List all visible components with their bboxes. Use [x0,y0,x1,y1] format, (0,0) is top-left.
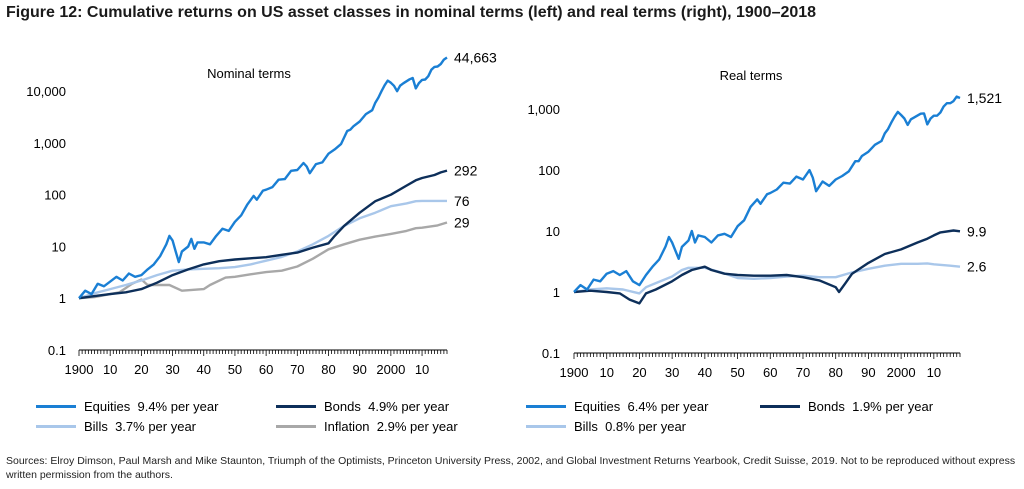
y-tick-label: 100 [44,188,66,203]
series-line-bonds [78,169,448,300]
legend-rate: 3.7% per year [115,419,197,434]
x-tick-label: 2000 [887,365,916,380]
x-tick-label: 10 [599,365,613,380]
x-tick-label: 50 [228,362,242,377]
y-tick-label: 10,000 [26,84,66,99]
legend-item-real-bills: Bills 0.8% per year [526,419,686,434]
end-value-label-bills: 76 [454,193,470,209]
x-tick-label: 70 [290,362,304,377]
x-tick-label: 90 [861,365,875,380]
end-value-label-bills: 2.6 [967,259,987,275]
x-tick-label: 30 [665,365,679,380]
y-tick-label: 1 [553,285,560,300]
legend-rate: 4.9% per year [368,399,450,414]
y-tick-label: 10 [52,239,66,254]
legend-label: Bills [84,419,108,434]
legend-swatch-real-equities [526,405,566,408]
end-value-label-inflation: 29 [454,215,470,231]
series-line-bills [78,199,447,300]
legend-item-real-equities: Equities 6.4% per year [526,399,708,414]
real-chart-panel: Real terms 0.1 1 10 100 1,000 1900 10 20 30 40 50 60… [527,68,1002,380]
legend-label: Bills [574,419,598,434]
x-tick-label: 80 [321,362,335,377]
y-tick-label: 100 [538,163,560,178]
legend-swatch-real-bonds [760,405,800,408]
x-tick-label: 40 [698,365,712,380]
series-line-bills [573,262,961,295]
legend-label: Equities [84,399,131,414]
legend-item-nominal-bonds: Bonds 4.9% per year [276,399,449,414]
legend-label: Bonds [324,399,361,414]
series-line-equities [78,56,448,299]
x-tick-label: 40 [197,362,211,377]
legend-label: Equities [574,399,621,414]
legend-rate: 2.9% per year [376,419,458,434]
y-tick-label: 10 [546,224,560,239]
x-tick-label: 1900 [65,362,94,377]
legend-rate: 1.9% per year [852,399,934,414]
nominal-chart-panel: Nominal terms 0.1 1 10 100 1,000 10,000 1900 10 2… [26,50,497,377]
series-line-equities [573,95,961,293]
x-tick-label: 80 [828,365,842,380]
legend-item-nominal-inflation: Inflation 2.9% per year [276,419,458,434]
legend-label: Bonds [808,399,845,414]
x-tick-label: 10 [415,362,429,377]
legend-item-nominal-bills: Bills 3.7% per year [36,419,196,434]
x-tick-label: 70 [796,365,810,380]
figure-title: Figure 12: Cumulative returns on US asse… [6,4,817,21]
legend-swatch-nominal-bonds [276,405,316,408]
panel-title: Real terms [720,68,783,83]
x-tick-label: 60 [259,362,273,377]
legend-swatch-nominal-inflation [276,425,316,428]
sources-note: Sources: Elroy Dimson, Paul Marsh and Mi… [6,455,1016,481]
x-tick-label: 20 [632,365,646,380]
legend-swatch-nominal-bills [36,425,76,428]
end-value-label-bonds: 292 [454,163,478,179]
x-tick-label: 50 [730,365,744,380]
legend-rate: 9.4% per year [137,399,219,414]
end-value-label-bonds: 9.9 [967,223,987,239]
legend-label: Inflation [324,419,370,434]
panel-title: Nominal terms [207,66,291,81]
x-tick-label: 10 [927,365,941,380]
legend-item-nominal-equities: Equities 9.4% per year [36,399,218,414]
legend-swatch-nominal-equities [36,405,76,408]
end-value-label-equities: 44,663 [454,50,497,66]
legend-rate: 6.4% per year [627,399,709,414]
y-tick-label: 0.1 [542,346,560,361]
legend-swatch-real-bills [526,425,566,428]
series-line-bonds [573,229,961,305]
y-tick-label: 1,000 [527,102,560,117]
x-tick-label: 60 [763,365,777,380]
y-tick-label: 1,000 [33,136,66,151]
x-tick-label: 20 [134,362,148,377]
x-tick-label: 2000 [376,362,405,377]
x-tick-label: 90 [352,362,366,377]
legend-rate: 0.8% per year [605,419,687,434]
x-tick-label: 30 [165,362,179,377]
y-tick-label: 0.1 [48,343,66,358]
y-tick-label: 1 [59,291,66,306]
end-value-label-equities: 1,521 [967,90,1002,106]
x-tick-label: 10 [103,362,117,377]
x-tick-label: 1900 [560,365,589,380]
legend-item-real-bonds: Bonds 1.9% per year [760,399,933,414]
